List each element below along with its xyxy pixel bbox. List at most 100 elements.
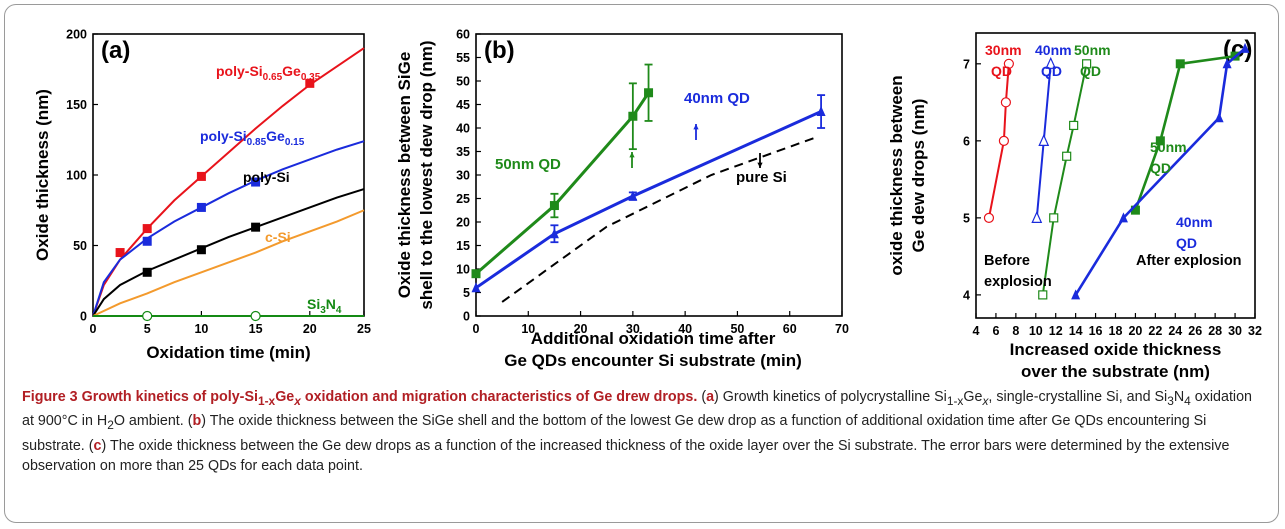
a-series-label: Si3N4 xyxy=(307,296,342,316)
c-data-point xyxy=(1038,290,1048,300)
a-data-point xyxy=(251,222,261,232)
a-series-label: poly-Si0.85Ge0.15 xyxy=(200,128,305,148)
a-data-point xyxy=(142,267,152,277)
a-series-label: poly-Si0.65Ge0.35 xyxy=(216,63,321,83)
a-y-tick-label: 100 xyxy=(66,169,87,183)
b-pure-si-line xyxy=(501,136,817,303)
a-series-label: c-Si xyxy=(265,229,291,245)
c-data-point xyxy=(998,135,1010,146)
c-y-tick-label: 4 xyxy=(963,288,970,302)
c-series-label-line1: 30nm xyxy=(985,42,1022,58)
b-x-tick-label: 30 xyxy=(626,322,640,336)
c-series-label-line1: 40nm xyxy=(1035,42,1072,58)
b-data-point xyxy=(471,269,481,279)
a-x-tick-label: 10 xyxy=(194,322,208,336)
b-x-axis-title-line2: Ge QDs encounter Si substrate (min) xyxy=(504,351,802,370)
b-x-axis-title-line1: Additional oxidation time after xyxy=(531,329,776,348)
a-data-point xyxy=(251,177,261,187)
caption-part-b: (b) The oxide thickness between the SiGe… xyxy=(22,413,1207,454)
b-y-tick-label: 10 xyxy=(456,263,470,277)
b-arrow-pure-si-head xyxy=(757,162,763,168)
chart-b: 0 10 20 30 40 50 60 70 0 5 10 15 20 25 30 35 40 45 50 55 60 A… xyxy=(395,28,849,371)
chart-a: 0 5 10 15 20 25 0 50 100 150 200 Oxidation time (mi… xyxy=(33,28,371,363)
b-y-tick-label: 45 xyxy=(456,98,470,112)
c-series-line xyxy=(1041,63,1088,296)
c-y-axis-title-line2: Ge dew drops (nm) xyxy=(909,99,928,253)
c-series-label-line2: QD xyxy=(991,63,1012,79)
a-data-point xyxy=(142,310,153,322)
b-x-tick-label: 40 xyxy=(678,322,692,336)
b-x-tick-label: 50 xyxy=(730,322,744,336)
c-x-tick-label: 22 xyxy=(1148,324,1162,338)
c-annotation-before-line2: explosion xyxy=(984,274,1052,290)
b-panel-label: (b) xyxy=(484,37,515,64)
c-series-label-line1: 40nm xyxy=(1176,214,1213,230)
a-data-point xyxy=(142,224,152,234)
caption-part-a: (a) Growth kinetics of polycrystalline S… xyxy=(22,389,1252,433)
a-y-tick-label: 50 xyxy=(73,239,87,253)
c-data-point xyxy=(1031,210,1043,223)
c-series-label-line2: QD xyxy=(1176,235,1197,251)
c-data-point xyxy=(1155,136,1165,146)
c-x-axis-title-line2: over the substrate (nm) xyxy=(1021,362,1210,381)
c-x-tick-label: 18 xyxy=(1109,324,1123,338)
a-data-point xyxy=(250,310,261,322)
figure-caption: Figure 3 Growth kinetics of poly-Si1-xGe… xyxy=(22,387,1262,477)
c-series-label-line1: 50nm xyxy=(1074,42,1111,58)
c-series-line xyxy=(1134,54,1236,211)
c-x-tick-label: 16 xyxy=(1089,324,1103,338)
b-y-tick-label: 25 xyxy=(456,192,470,206)
b-data-point xyxy=(628,190,638,201)
b-y-tick-label: 60 xyxy=(456,28,470,42)
c-y-tick-label: 6 xyxy=(963,134,970,148)
a-data-point xyxy=(115,248,125,258)
c-data-point xyxy=(1069,120,1079,131)
b-y-tick-label: 35 xyxy=(456,145,470,159)
c-data-point xyxy=(1071,289,1081,300)
c-x-tick-label: 12 xyxy=(1049,324,1063,338)
c-x-tick-label: 6 xyxy=(992,324,999,338)
b-series-line xyxy=(475,91,650,275)
a-series-line xyxy=(92,209,365,317)
a-x-tick-label: 20 xyxy=(303,322,317,336)
c-x-axis-title-line1: Increased oxide thickness xyxy=(1010,340,1222,359)
c-series-label-line2: QD xyxy=(1150,160,1171,176)
c-x-tick-label: 8 xyxy=(1012,324,1019,338)
b-y-tick-label: 30 xyxy=(456,169,470,183)
c-series-label-line2: QD xyxy=(1041,63,1062,79)
b-y-axis-title-line2: shell to the lowest dew drop (nm) xyxy=(417,40,436,309)
c-y-tick-label: 5 xyxy=(963,211,970,225)
b-x-tick-label: 20 xyxy=(574,322,588,336)
c-data-point xyxy=(1045,56,1057,69)
c-data-point xyxy=(1038,133,1050,146)
b-x-tick-label: 60 xyxy=(783,322,797,336)
c-data-point xyxy=(1240,42,1250,53)
c-x-tick-label: 26 xyxy=(1188,324,1202,338)
a-data-point xyxy=(196,245,206,255)
c-series-label-line2: QD xyxy=(1080,63,1101,79)
c-x-tick-label: 32 xyxy=(1248,324,1262,338)
b-y-axis-title-line1: Oxide thickness between SiGe xyxy=(395,52,414,299)
chart-c: 4 6 8 10 12 14 16 18 20 22 24 26 28 30 324567Increased… xyxy=(887,32,1262,381)
b-plot-area xyxy=(475,33,843,317)
c-y-axis-title-line1: oxide thickness between xyxy=(887,75,906,275)
b-x-tick-label: 70 xyxy=(835,322,849,336)
a-y-tick-label: 150 xyxy=(66,98,87,112)
a-data-point xyxy=(196,202,206,212)
c-data-point xyxy=(1000,97,1011,108)
figure-frame xyxy=(4,4,1279,523)
a-x-tick-label: 5 xyxy=(144,322,151,336)
c-data-point xyxy=(1118,212,1128,223)
c-data-point xyxy=(1003,58,1014,69)
b-y-tick-label: 15 xyxy=(456,239,470,253)
b-arrow-40nm-head xyxy=(693,124,699,130)
c-x-tick-label: 10 xyxy=(1029,324,1043,338)
a-series-label: poly-Si xyxy=(243,169,290,185)
b-y-tick-label: 55 xyxy=(456,51,470,65)
b-data-point xyxy=(549,201,559,211)
a-x-tick-label: 0 xyxy=(90,322,97,336)
a-y-axis-title: Oxide thickness (nm) xyxy=(33,89,52,261)
c-series-line xyxy=(987,63,1010,219)
b-y-tick-label: 40 xyxy=(456,122,470,136)
a-x-tick-label: 25 xyxy=(357,322,371,336)
